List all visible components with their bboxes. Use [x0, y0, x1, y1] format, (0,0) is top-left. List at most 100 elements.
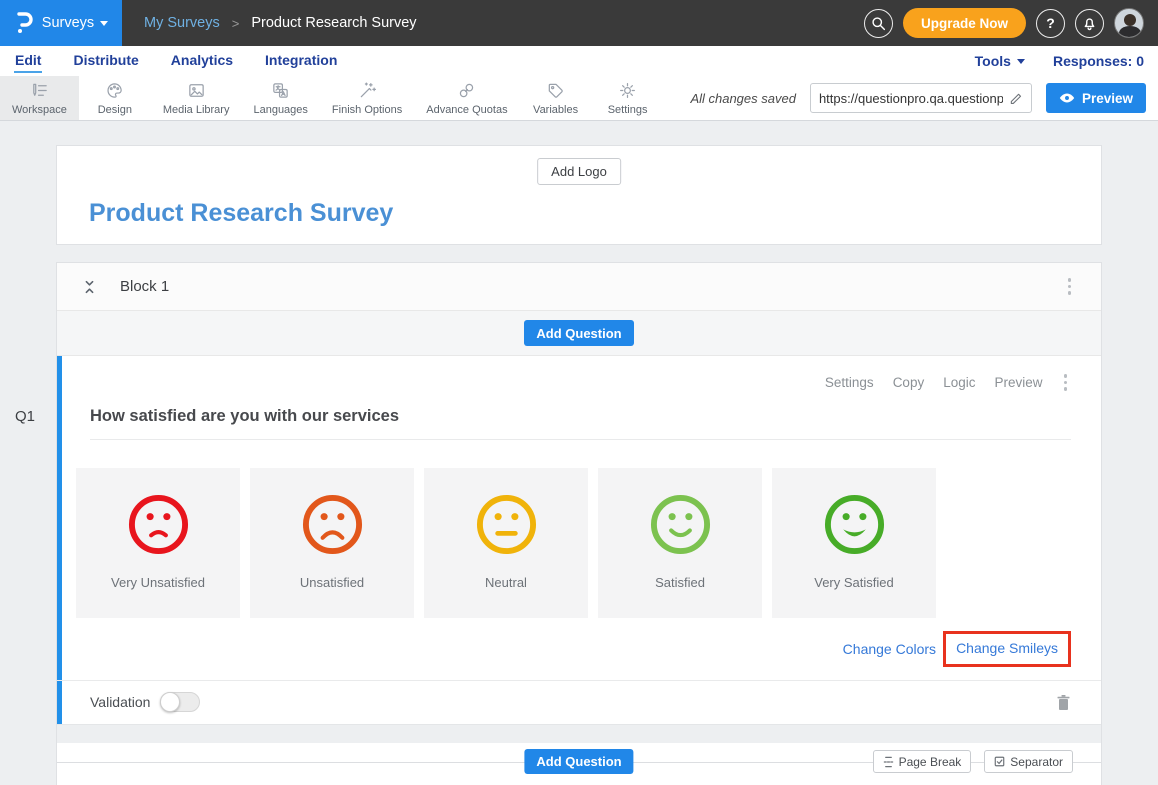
page-break-icon [883, 756, 894, 768]
smiley-config-links: Change Colors Change Smileys [76, 631, 1071, 667]
survey-workspace: Add Logo Product Research Survey Block 1… [0, 121, 1158, 785]
question-id: Q1 [15, 408, 35, 425]
product-switcher[interactable]: Surveys [0, 0, 122, 46]
survey-title[interactable]: Product Research Survey [89, 199, 393, 228]
smiley-face-icon [475, 493, 538, 556]
block-spacer [57, 724, 1101, 743]
smiley-face-icon [301, 493, 364, 556]
survey-url-input[interactable] [819, 91, 1003, 106]
smiley-option[interactable]: Neutral [424, 468, 588, 618]
smiley-option[interactable]: Very Unsatisfied [76, 468, 240, 618]
collapse-block-icon[interactable] [83, 279, 96, 295]
smiley-face-icon [649, 493, 712, 556]
question-menu-kebab-icon[interactable] [1060, 370, 1072, 395]
toolbar-item-settings[interactable]: Settings [592, 76, 664, 120]
palette-icon [105, 81, 124, 100]
chevron-down-icon [100, 21, 108, 26]
toolbar-item-variables[interactable]: Variables [520, 76, 592, 120]
questionpro-logo [14, 11, 34, 35]
add-question-button-top[interactable]: Add Question [524, 320, 633, 346]
question-card: Q1 Settings Copy Logic Preview How satis… [57, 356, 1101, 724]
workspace-icon [30, 81, 49, 100]
translate-icon [271, 81, 290, 100]
toolbar-item-media-library[interactable]: Media Library [151, 76, 242, 120]
page-break-button[interactable]: Page Break [873, 750, 972, 773]
tools-label: Tools [975, 53, 1011, 69]
add-question-button-bottom[interactable]: Add Question [524, 749, 633, 774]
question-text[interactable]: How satisfied are you with our services [90, 407, 1071, 426]
add-logo-button[interactable]: Add Logo [537, 158, 621, 185]
breadcrumb-separator: > [232, 16, 240, 31]
breadcrumb-current: Product Research Survey [251, 15, 416, 31]
top-navbar: Surveys My Surveys > Product Research Su… [0, 0, 1158, 46]
smiley-option[interactable]: Unsatisfied [250, 468, 414, 618]
tab-edit[interactable]: Edit [14, 49, 42, 73]
survey-header-card: Add Logo Product Research Survey [56, 145, 1102, 245]
chevron-down-icon [1017, 59, 1025, 64]
smiley-label: Satisfied [655, 575, 705, 590]
chain-links-icon [457, 81, 476, 100]
editor-toolbar: Workspace Design Media Library Languages… [0, 76, 1158, 121]
smiley-face-icon [823, 493, 886, 556]
block-header: Block 1 [57, 263, 1101, 311]
save-status: All changes saved [690, 91, 796, 106]
smiley-label: Very Unsatisfied [111, 575, 205, 590]
question-preview-link[interactable]: Preview [994, 375, 1042, 390]
question-divider [90, 439, 1071, 440]
toolbar-item-languages[interactable]: Languages [241, 76, 319, 120]
search-icon [871, 16, 886, 31]
breadcrumb: My Surveys > Product Research Survey [144, 15, 417, 31]
survey-url-box [810, 83, 1032, 113]
survey-nav: Edit Distribute Analytics Integration To… [0, 46, 1158, 76]
block-footer [57, 775, 1101, 785]
annotation-highlight-box: Change Smileys [943, 631, 1071, 667]
separator-button[interactable]: Separator [984, 750, 1073, 773]
smiley-option[interactable]: Satisfied [598, 468, 762, 618]
bell-icon [1082, 16, 1097, 31]
block-menu-kebab-icon[interactable] [1064, 274, 1076, 299]
block-title[interactable]: Block 1 [120, 278, 169, 295]
tools-menu[interactable]: Tools [975, 53, 1025, 69]
question-copy-link[interactable]: Copy [893, 375, 925, 390]
tag-icon [546, 81, 565, 100]
separator-checkbox-icon [994, 756, 1005, 767]
block-card: Block 1 Add Question Q1 Settings Copy Lo… [56, 262, 1102, 785]
smiley-label: Very Satisfied [814, 575, 894, 590]
image-icon [187, 81, 206, 100]
validation-row: Validation [57, 680, 1101, 724]
change-colors-link[interactable]: Change Colors [843, 641, 936, 657]
smiley-label: Unsatisfied [300, 575, 364, 590]
smiley-option[interactable]: Very Satisfied [772, 468, 936, 618]
toolbar-item-design[interactable]: Design [79, 76, 151, 120]
help-button[interactable]: ? [1036, 9, 1065, 38]
toolbar-item-advance-quotas[interactable]: Advance Quotas [414, 76, 519, 120]
tab-distribute[interactable]: Distribute [72, 49, 139, 73]
preview-button[interactable]: Preview [1046, 83, 1146, 113]
delete-question-button[interactable] [1056, 694, 1071, 711]
smiley-scale: Very Unsatisfied [76, 468, 1071, 618]
tab-integration[interactable]: Integration [264, 49, 338, 73]
topbar-actions: Upgrade Now ? [864, 8, 1158, 38]
eye-icon [1059, 92, 1075, 104]
question-settings-link[interactable]: Settings [825, 375, 874, 390]
search-button[interactable] [864, 9, 893, 38]
magic-wand-icon [358, 81, 377, 100]
notifications-button[interactable] [1075, 9, 1104, 38]
toolbar-item-workspace[interactable]: Workspace [0, 76, 79, 120]
add-question-strip-top: Add Question [57, 311, 1101, 356]
edit-pencil-icon[interactable] [1009, 91, 1023, 105]
gear-icon [618, 81, 637, 100]
responses-count[interactable]: Responses: 0 [1053, 53, 1144, 69]
trash-icon [1056, 694, 1071, 711]
toolbar-item-finish-options[interactable]: Finish Options [320, 76, 414, 120]
change-smileys-link[interactable]: Change Smileys [956, 640, 1058, 656]
validation-toggle[interactable] [160, 692, 200, 712]
user-avatar[interactable] [1114, 8, 1144, 38]
upgrade-now-button[interactable]: Upgrade Now [903, 8, 1026, 38]
question-actions: Settings Copy Logic Preview [76, 370, 1071, 395]
question-logic-link[interactable]: Logic [943, 375, 975, 390]
tab-analytics[interactable]: Analytics [170, 49, 234, 73]
smiley-face-icon [127, 493, 190, 556]
breadcrumb-parent-link[interactable]: My Surveys [144, 15, 220, 31]
product-menu-label: Surveys [42, 15, 94, 31]
